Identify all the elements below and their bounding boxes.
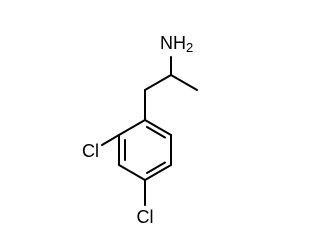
bond bbox=[101, 134, 120, 146]
bond bbox=[144, 74, 172, 91]
bond bbox=[144, 164, 172, 181]
bond bbox=[144, 119, 172, 136]
atom-label: Cl bbox=[82, 141, 99, 161]
double-bond bbox=[146, 161, 166, 174]
structure: NH2 Cl Cl bbox=[82, 33, 198, 227]
double-bond bbox=[146, 126, 166, 139]
atom-label: NH2 bbox=[160, 33, 193, 56]
page: NH2 Cl Cl (() => { const data = JSON.par… bbox=[82, 32, 198, 227]
atom-symbol: NH bbox=[160, 33, 186, 53]
bond bbox=[118, 119, 146, 136]
atom-subscript: 2 bbox=[186, 40, 193, 55]
bond bbox=[118, 164, 146, 181]
bonds bbox=[101, 56, 198, 206]
bond bbox=[170, 74, 198, 91]
atom-label: Cl bbox=[137, 207, 154, 227]
